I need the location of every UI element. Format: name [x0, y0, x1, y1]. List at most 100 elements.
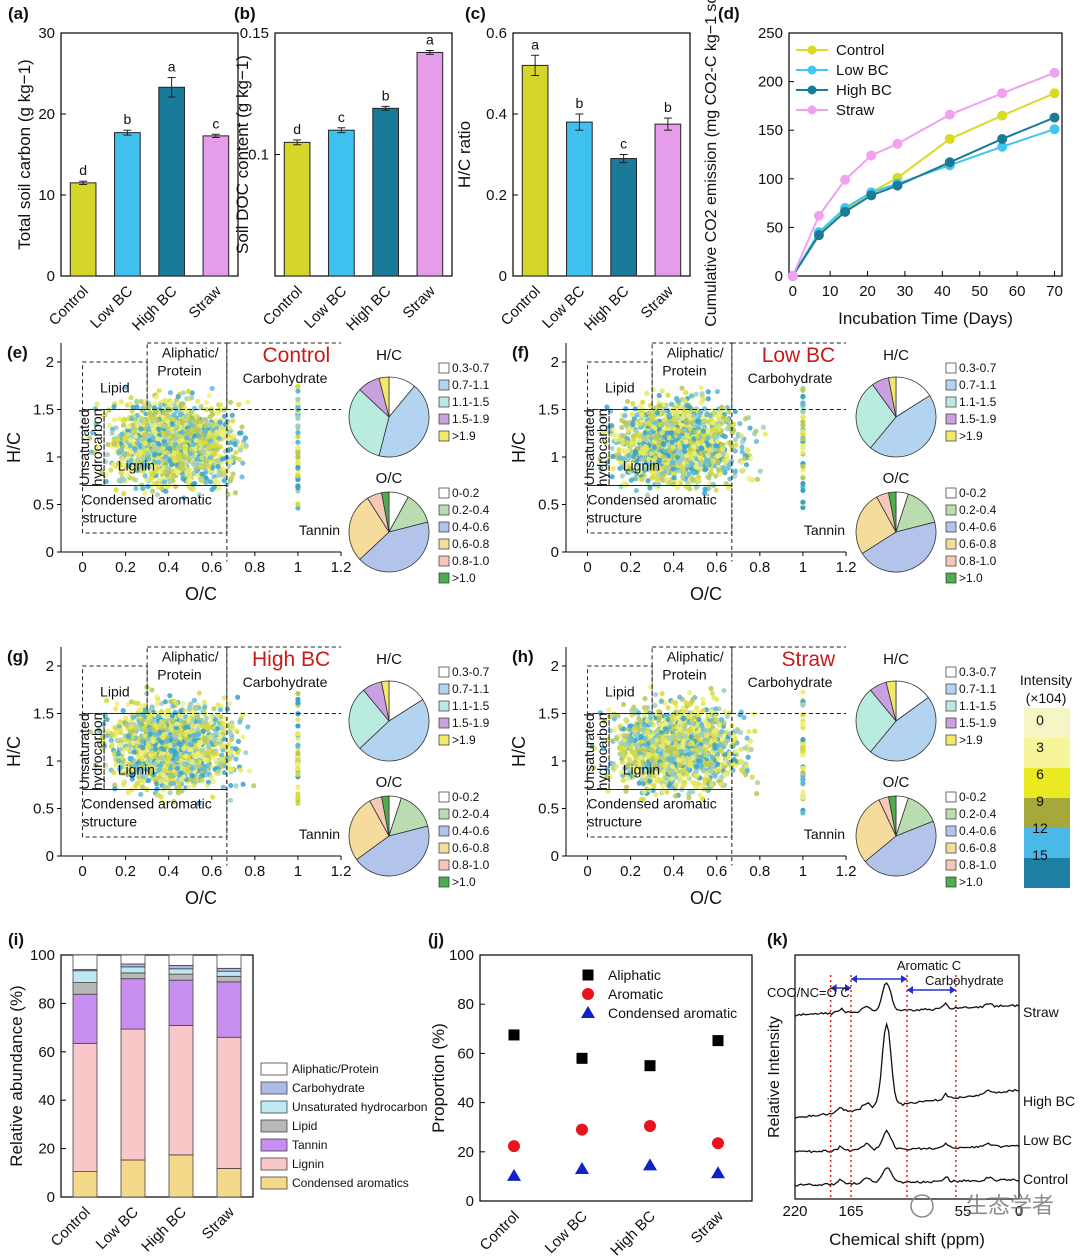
legend-label: 1.1-1.5 [452, 395, 490, 409]
scatter-point [630, 433, 637, 439]
scatter-point [800, 499, 806, 505]
scatter-point [119, 431, 125, 437]
significance-letter: a [168, 59, 176, 75]
scatter-point [295, 424, 301, 431]
scatter-point [744, 447, 751, 453]
legend-label: 0.3-0.7 [452, 361, 490, 375]
region-label-protein: Protein [157, 362, 201, 378]
legend-swatch [438, 717, 450, 729]
scatter-point [164, 738, 170, 744]
scatter-point [226, 463, 232, 469]
scatter-point [120, 457, 126, 463]
data-point [840, 174, 851, 185]
scatter-point [186, 704, 193, 710]
scatter-point [295, 761, 301, 767]
x-tick-label: 0.4 [663, 559, 684, 576]
scatter-point [201, 699, 207, 705]
region-label-lignin: Lignin [623, 457, 660, 473]
scatter-point [134, 422, 140, 428]
scatter-point [800, 387, 806, 393]
scatter-point [117, 720, 123, 726]
legend-label: 1.1-1.5 [959, 395, 997, 409]
scatter-point [800, 450, 806, 456]
scatter-point [202, 428, 208, 434]
bar [416, 51, 444, 277]
scatter-point [110, 731, 116, 737]
data-point [892, 180, 903, 191]
scatter-point [700, 397, 706, 403]
panel-label: (a) [8, 4, 29, 23]
scatter-point [194, 758, 200, 765]
data-point [813, 210, 824, 221]
legend-label: 0.4-0.6 [452, 824, 490, 838]
scatter-point [158, 762, 164, 768]
scatter-point [140, 744, 146, 751]
scatter-point [184, 435, 190, 441]
scatter-point [156, 767, 162, 773]
scatter-point [174, 765, 181, 772]
scatter-point [87, 435, 93, 441]
scatter-point [125, 471, 131, 478]
scatter-point [218, 743, 225, 750]
legend-swatch [438, 791, 450, 803]
scatter-point [224, 706, 231, 712]
scatter-point [215, 702, 221, 708]
scatter-point [721, 457, 727, 463]
category-label: Straw [186, 283, 225, 322]
scatter-point [223, 744, 229, 751]
scatter-point [619, 424, 625, 431]
scatter-point [800, 428, 806, 434]
category-label: Low BC [301, 283, 350, 332]
scatter-point [131, 749, 137, 755]
x-axis-label: O/C [185, 888, 217, 908]
x-tick-label: 0.2 [620, 559, 641, 576]
scatter-point [140, 712, 146, 718]
region-label-aliphatic: Aliphatic/ [667, 344, 724, 360]
region-label-hydrocarbon: hydrocarbon [89, 713, 105, 791]
scatter-point [202, 768, 208, 774]
bar [158, 86, 185, 277]
legend-label: Control [836, 42, 884, 59]
legend-label: 0.2-0.4 [452, 503, 490, 517]
legend-label: >1.9 [452, 733, 476, 747]
scatter-point [116, 450, 122, 456]
y-tick-label: 2 [46, 354, 54, 371]
scatter-point [206, 392, 213, 399]
scatter-point [221, 695, 228, 701]
scatter-point [199, 440, 205, 446]
scatter-point [295, 766, 301, 772]
scatter-point [700, 428, 706, 434]
legend-label: 0-0.2 [452, 790, 480, 804]
scatter-point [295, 742, 301, 748]
scatter-point [175, 455, 181, 462]
scatter-point [191, 697, 198, 703]
category-label: Control [260, 283, 306, 329]
scatter-point [680, 475, 686, 481]
scatter-point [233, 449, 239, 456]
scatter-point [112, 706, 119, 712]
data-point [944, 109, 955, 120]
scatter-point [238, 430, 244, 436]
scatter-point [167, 754, 173, 760]
legend-label: >1.9 [959, 429, 983, 443]
scatter-point [94, 401, 100, 407]
scatter-point [168, 781, 174, 787]
scatter-point [720, 464, 726, 471]
scatter-point [140, 485, 146, 492]
scatter-point [245, 399, 251, 405]
scatter-point [148, 476, 154, 482]
scatter-point [153, 394, 159, 400]
region-label-hydrocarbon: hydrocarbon [594, 409, 610, 487]
scatter-point [236, 456, 242, 462]
data-point [1049, 88, 1060, 99]
scatter-point [143, 728, 149, 734]
scatter-point [152, 731, 158, 738]
scatter-point [618, 483, 624, 490]
y-axis-label: H/C [4, 432, 24, 463]
legend-label: 0.8-1.0 [959, 554, 997, 568]
region-label-structure: structure [588, 510, 643, 526]
scatter-point [656, 402, 663, 409]
x-tick-label: 0 [583, 559, 591, 576]
legend-swatch [438, 876, 450, 888]
